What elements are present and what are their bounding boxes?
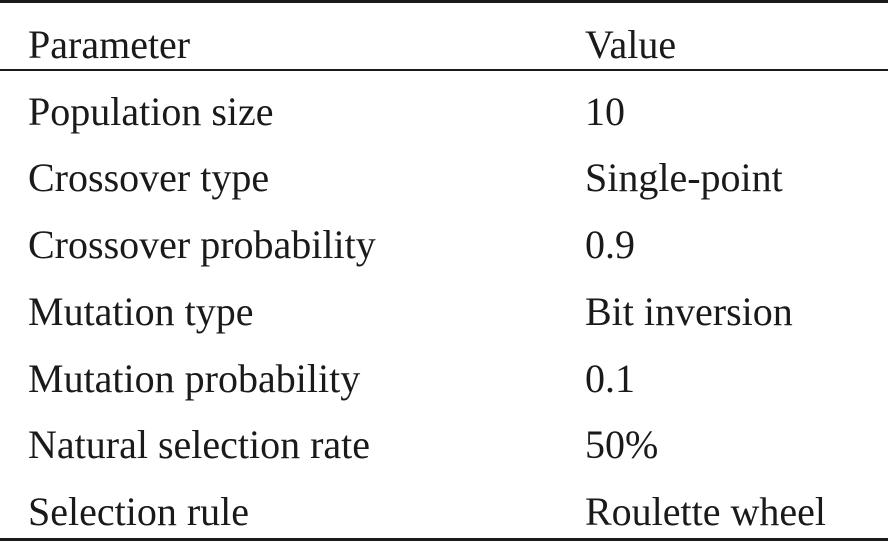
row-value: Bit inversion [585, 289, 793, 334]
header-rule [0, 69, 888, 71]
row-value: Roulette wheel [585, 489, 827, 534]
bottom-rule [0, 538, 888, 541]
header-parameter: Parameter [28, 22, 191, 67]
row-parameter: Natural selection rate [28, 422, 371, 467]
row-parameter: Selection rule [28, 489, 250, 534]
row-value: 50% [585, 422, 659, 467]
header-value: Value [585, 22, 677, 67]
row-value: 0.9 [585, 222, 635, 267]
row-parameter: Population size [28, 89, 274, 134]
row-value: 10 [585, 89, 625, 134]
row-parameter: Mutation probability [28, 356, 361, 401]
row-parameter: Crossover probability [28, 222, 376, 267]
row-parameter: Crossover type [28, 155, 270, 200]
row-value: 0.1 [585, 356, 635, 401]
row-parameter: Mutation type [28, 289, 254, 334]
row-value: Single-point [585, 155, 783, 200]
top-rule [0, 0, 888, 3]
